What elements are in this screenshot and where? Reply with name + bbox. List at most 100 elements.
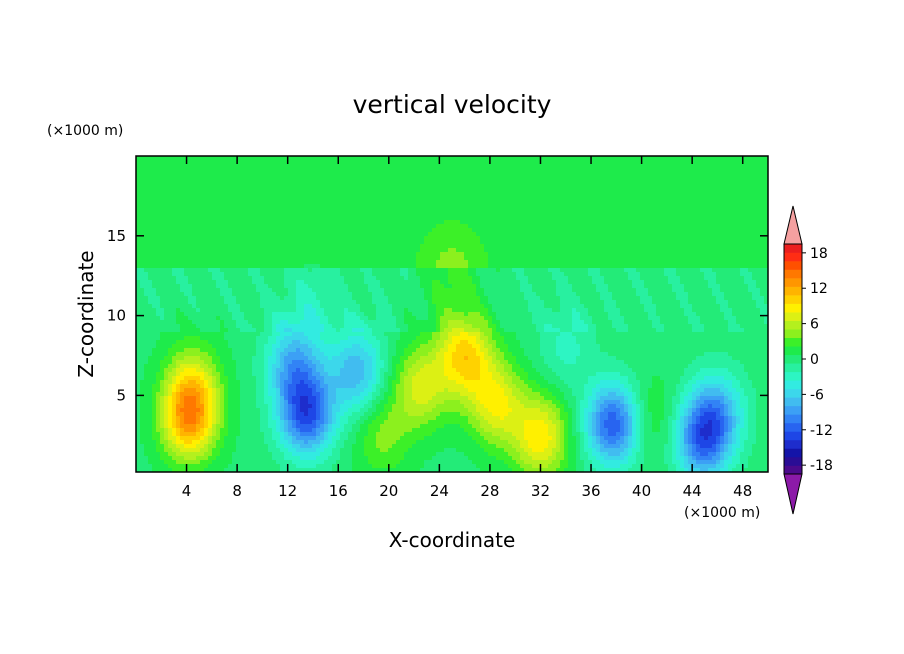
contour-cell — [684, 188, 689, 193]
contour-cell — [412, 232, 417, 237]
contour-cell — [136, 272, 141, 277]
contour-cell — [400, 272, 405, 277]
contour-cell — [496, 228, 501, 233]
contour-cell — [596, 252, 601, 257]
contour-cell — [152, 268, 157, 273]
contour-cell — [676, 244, 681, 249]
contour-cell — [696, 268, 701, 273]
contour-cell — [448, 204, 453, 209]
contour-cell — [432, 256, 437, 261]
contour-cell — [308, 196, 313, 201]
contour-cell — [656, 172, 661, 177]
contour-cell — [312, 200, 317, 205]
contour-cell — [248, 220, 253, 225]
contour-cell — [408, 232, 413, 237]
contour-cell — [528, 220, 533, 225]
contour-cell — [620, 216, 625, 221]
contour-cell — [356, 172, 361, 177]
contour-cell — [516, 184, 521, 189]
contour-cell — [584, 240, 589, 245]
contour-cell — [336, 232, 341, 237]
contour-cell — [320, 252, 325, 257]
contour-cell — [336, 248, 341, 253]
contour-cell — [200, 252, 205, 257]
contour-cell — [444, 280, 449, 285]
contour-cell — [384, 272, 389, 277]
contour-cell — [280, 176, 285, 181]
contour-cell — [348, 160, 353, 165]
contour-cell — [488, 272, 493, 277]
contour-cell — [316, 156, 321, 161]
contour-cell — [744, 272, 749, 277]
contour-cell — [412, 184, 417, 189]
contour-cell — [644, 268, 649, 273]
contour-cell — [436, 236, 441, 241]
contour-cell — [732, 168, 737, 173]
contour-cell — [264, 220, 269, 225]
contour-cell — [484, 188, 489, 193]
contour-cell — [620, 248, 625, 253]
contour-cell — [604, 252, 609, 257]
contour-cell — [696, 212, 701, 217]
contour-cell — [420, 228, 425, 233]
contour-cell — [496, 224, 501, 229]
contour-cell — [408, 188, 413, 193]
contour-cell — [740, 188, 745, 193]
contour-cell — [704, 204, 709, 209]
contour-cell — [256, 256, 261, 261]
contour-cell — [576, 184, 581, 189]
contour-cell — [300, 232, 305, 237]
contour-cell — [704, 244, 709, 249]
contour-cell — [500, 276, 505, 281]
contour-cell — [196, 216, 201, 221]
contour-cell — [548, 260, 553, 265]
contour-cell — [368, 200, 373, 205]
contour-cell — [396, 228, 401, 233]
contour-cell — [296, 180, 301, 185]
contour-cell — [156, 268, 161, 273]
contour-cell — [496, 244, 501, 249]
contour-cell — [524, 220, 529, 225]
contour-cell — [576, 172, 581, 177]
contour-cell — [708, 212, 713, 217]
contour-cell — [468, 256, 473, 261]
contour-cell — [472, 244, 477, 249]
contour-cell — [148, 180, 153, 185]
contour-cell — [396, 168, 401, 173]
contour-cell — [652, 188, 657, 193]
contour-cell — [408, 204, 413, 209]
contour-cell — [248, 168, 253, 173]
contour-cell — [484, 280, 489, 285]
contour-cell — [604, 160, 609, 165]
contour-cell — [720, 164, 725, 169]
contour-cell — [440, 220, 445, 225]
contour-cell — [308, 172, 313, 177]
contour-cell — [716, 272, 721, 277]
contour-cell — [548, 232, 553, 237]
contour-cell — [672, 172, 677, 177]
contour-cell — [392, 156, 397, 161]
contour-cell — [676, 276, 681, 281]
contour-cell — [328, 240, 333, 245]
contour-cell — [208, 192, 213, 197]
contour-cell — [556, 252, 561, 257]
plot-area — [135, 155, 769, 473]
contour-cell — [188, 256, 193, 261]
contour-cell — [192, 176, 197, 181]
contour-cell — [204, 228, 209, 233]
contour-cell — [352, 196, 357, 201]
contour-cell — [720, 268, 725, 273]
contour-cell — [340, 196, 345, 201]
contour-cell — [712, 160, 717, 165]
contour-cell — [592, 172, 597, 177]
contour-cell — [496, 272, 501, 277]
contour-cell — [380, 228, 385, 233]
contour-cell — [636, 256, 641, 261]
contour-cell — [732, 204, 737, 209]
contour-cell — [740, 228, 745, 233]
contour-cell — [488, 184, 493, 189]
contour-cell — [452, 228, 457, 233]
contour-cell — [632, 232, 637, 237]
contour-cell — [596, 248, 601, 253]
contour-cell — [740, 208, 745, 213]
